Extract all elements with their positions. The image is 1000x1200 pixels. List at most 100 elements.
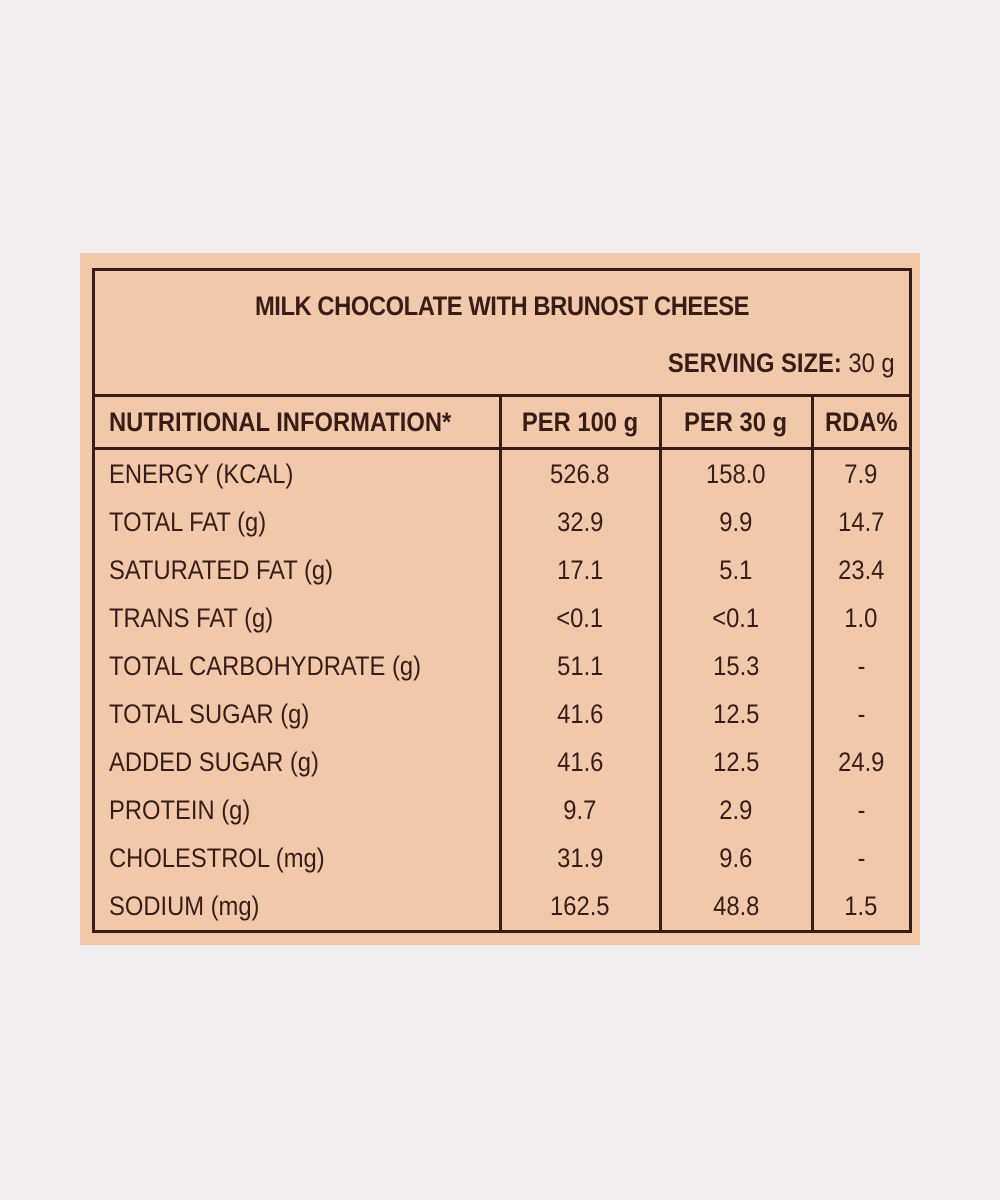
nutrient-name: TOTAL CARBOHYDRATE (g) — [95, 642, 500, 690]
table-row: CHOLESTROL (mg) 31.9 9.6 - — [95, 834, 909, 882]
header-cell-text: PER 100 g — [521, 406, 639, 437]
nutrient-name-text: TOTAL SUGAR (g) — [109, 698, 310, 729]
nutrient-value: 1.0 — [810, 594, 909, 642]
nutrient-name-text: ENERGY (KCAL) — [109, 458, 294, 489]
nutrient-name: PROTEIN (g) — [95, 786, 500, 834]
nutrient-value: <0.1 — [658, 594, 812, 642]
nutrient-value-text: 12.5 — [712, 698, 760, 729]
nutrient-value: 48.8 — [658, 882, 812, 930]
nutrient-value: 12.5 — [658, 738, 812, 786]
nutrient-name-text: SATURATED FAT (g) — [109, 554, 333, 585]
table-row: TOTAL CARBOHYDRATE (g) 51.1 15.3 - — [95, 642, 909, 690]
nutrient-value-text: 48.8 — [712, 890, 760, 921]
nutrient-value-text: 9.7 — [563, 794, 597, 825]
table-row: SATURATED FAT (g) 17.1 5.1 23.4 — [95, 546, 909, 594]
nutrition-table: NUTRITIONAL INFORMATION* PER 100 g PER 30 … — [95, 394, 909, 930]
nutrient-value-text: 41.6 — [556, 698, 604, 729]
nutrient-value-text: 7.9 — [844, 458, 878, 489]
header-row: NUTRITIONAL INFORMATION* PER 100 g PER 30 … — [95, 394, 909, 450]
table-row: PROTEIN (g) 9.7 2.9 - — [95, 786, 909, 834]
label-title: MILK CHOCOLATE WITH BRUNOST CHEESE — [254, 291, 750, 321]
nutrient-value-text: 32.9 — [556, 506, 604, 537]
nutrient-name: TRANS FAT (g) — [95, 594, 500, 642]
nutrient-value-text: 23.4 — [838, 554, 885, 585]
nutrient-value-text: 41.6 — [556, 746, 604, 777]
header-cell-text: RDA% — [824, 406, 898, 437]
nutrient-name-text: CHOLESTROL (mg) — [109, 842, 325, 873]
nutrient-value-text: 9.6 — [719, 842, 753, 873]
header-cell-text: PER 30 g — [684, 406, 788, 437]
table-row: ADDED SUGAR (g) 41.6 12.5 24.9 — [95, 738, 909, 786]
nutrient-value-text: - — [857, 650, 866, 681]
nutrient-value: 14.7 — [810, 498, 909, 546]
nutrient-name: ADDED SUGAR (g) — [95, 738, 500, 786]
nutrient-value: 23.4 — [810, 546, 909, 594]
nutrient-name-text: ADDED SUGAR (g) — [109, 746, 319, 777]
nutrient-name: SODIUM (mg) — [95, 882, 500, 930]
nutrient-value: 41.6 — [498, 690, 660, 738]
nutrient-value-text: 1.5 — [844, 890, 878, 921]
label-panel: MILK CHOCOLATE WITH BRUNOST CHEESE SERVI… — [80, 253, 920, 945]
table-row: TRANS FAT (g) <0.1 <0.1 1.0 — [95, 594, 909, 642]
nutrient-name-text: TRANS FAT (g) — [109, 602, 274, 633]
nutrient-value: 7.9 — [810, 448, 909, 498]
table-row: TOTAL SUGAR (g) 41.6 12.5 - — [95, 690, 909, 738]
nutrient-value: 41.6 — [498, 738, 660, 786]
nutrient-value: 32.9 — [498, 498, 660, 546]
nutrient-value-text: - — [857, 698, 866, 729]
nutrient-value-text: 526.8 — [550, 458, 610, 489]
nutrient-name: TOTAL FAT (g) — [95, 498, 500, 546]
nutrient-value-text: 31.9 — [556, 842, 604, 873]
nutrient-name-text: PROTEIN (g) — [109, 794, 251, 825]
nutrient-value-text: <0.1 — [556, 602, 604, 633]
nutrient-name: CHOLESTROL (mg) — [95, 834, 500, 882]
nutrient-name: ENERGY (KCAL) — [95, 449, 500, 499]
nutrient-value: 526.8 — [498, 448, 660, 498]
nutrient-value: 9.9 — [658, 498, 812, 546]
table-row: SODIUM (mg) 162.5 48.8 1.5 — [95, 882, 909, 930]
nutrient-value-text: 158.0 — [706, 458, 766, 489]
nutrient-value: 15.3 — [658, 642, 812, 690]
nutrient-value: - — [810, 786, 909, 834]
nutrient-name-text: TOTAL CARBOHYDRATE (g) — [109, 650, 422, 681]
nutrient-name-text: SODIUM (mg) — [109, 890, 260, 921]
nutrient-value: - — [810, 834, 909, 882]
nutrient-value-text: 24.9 — [838, 746, 885, 777]
table-row: TOTAL FAT (g) 32.9 9.9 14.7 — [95, 498, 909, 546]
nutrient-value: - — [810, 690, 909, 738]
nutrient-value-text: - — [857, 794, 866, 825]
header-cell: PER 100 g — [498, 394, 660, 450]
nutrient-name: SATURATED FAT (g) — [95, 546, 500, 594]
nutrient-value-text: 162.5 — [550, 890, 610, 921]
nutrient-value-text: 17.1 — [556, 554, 604, 585]
header-cell: PER 30 g — [658, 394, 812, 450]
nutrient-value-text: 12.5 — [712, 746, 760, 777]
nutrient-value: - — [810, 642, 909, 690]
nutrient-value-text: 15.3 — [712, 650, 760, 681]
nutrient-name: TOTAL SUGAR (g) — [95, 690, 500, 738]
table-body: ENERGY (KCAL) 526.8 158.0 7.9 TOTAL FAT (g) 3… — [95, 448, 909, 930]
header-cell: RDA% — [810, 394, 909, 450]
serving-size-label: SERVING SIZE: — [668, 348, 843, 378]
serving-size: SERVING SIZE: 30 g — [668, 348, 895, 379]
nutrient-value-text: 14.7 — [838, 506, 885, 537]
label-box: MILK CHOCOLATE WITH BRUNOST CHEESE SERVI… — [92, 268, 912, 933]
nutrient-value-text: 51.1 — [556, 650, 604, 681]
nutrient-value-text: 5.1 — [719, 554, 753, 585]
nutrient-value-text: <0.1 — [712, 602, 760, 633]
nutrient-value: 1.5 — [810, 882, 909, 930]
nutrient-value-text: - — [857, 842, 866, 873]
nutrient-value: 9.6 — [658, 834, 812, 882]
nutrient-value-text: 9.9 — [719, 506, 753, 537]
nutrient-value: 12.5 — [658, 690, 812, 738]
nutrient-value: 162.5 — [498, 882, 660, 930]
header-cell-text: NUTRITIONAL INFORMATION* — [109, 406, 452, 437]
nutrient-value-text: 1.0 — [844, 602, 878, 633]
nutrient-value: 158.0 — [658, 448, 812, 498]
nutrient-value: 5.1 — [658, 546, 812, 594]
nutrient-name-text: TOTAL FAT (g) — [109, 506, 267, 537]
nutrient-value-text: 2.9 — [719, 794, 753, 825]
nutrient-value: 31.9 — [498, 834, 660, 882]
nutrient-value: 2.9 — [658, 786, 812, 834]
